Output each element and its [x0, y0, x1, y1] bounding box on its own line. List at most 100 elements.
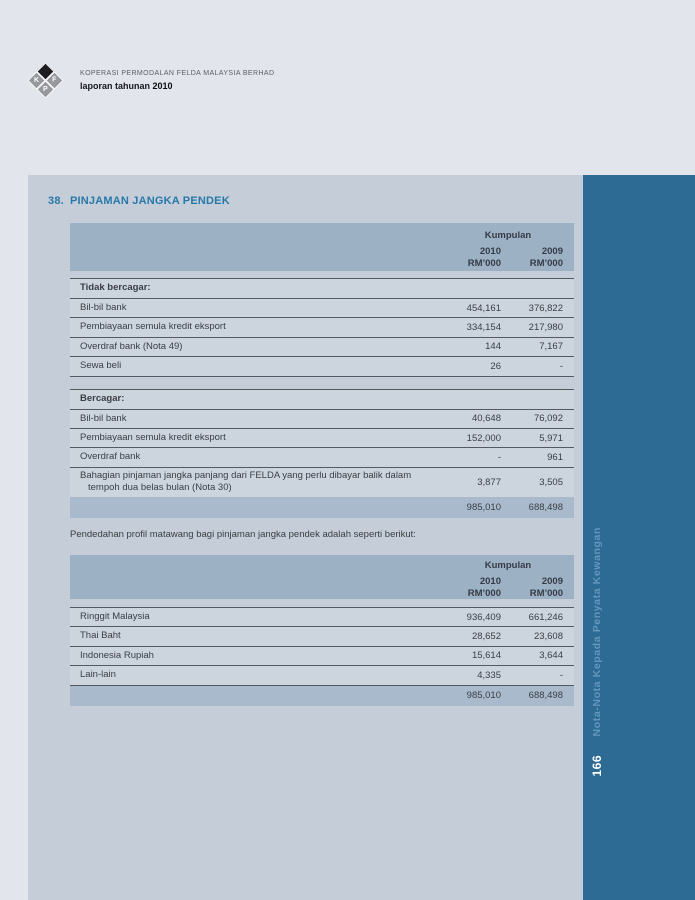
row-value-2010: 152,000 — [466, 432, 501, 444]
year-2009-label: 2009 — [541, 576, 563, 587]
unit-label: RM’000 — [467, 258, 501, 270]
table-total-row: 985,010 688,498 — [70, 684, 574, 706]
row-label-line1: Thai Baht — [80, 630, 121, 642]
row-label: Thai Baht — [80, 630, 429, 642]
row-value-2009: 376,822 — [528, 302, 563, 314]
row-label: Bahagian pinjaman jangka panjang dari FE… — [80, 470, 429, 495]
table-row: Pembiayaan semula kredit eksport 334,154 2… — [70, 317, 574, 337]
table-row: Lain-lain 4,335 - — [70, 665, 574, 685]
column-group-label: Kumpulan — [484, 560, 532, 571]
company-block: KOPERASI PERMODALAN FELDA MALAYSIA BERHA… — [80, 62, 274, 91]
row-value-2010: 3,877 — [477, 476, 501, 488]
row-label: Ringgit Malaysia — [80, 611, 429, 623]
row-label-line1: Overdraf bank (Nota 49) — [80, 340, 183, 352]
company-name: KOPERASI PERMODALAN FELDA MALAYSIA BERHA… — [80, 70, 275, 77]
row-value-2009: 3,505 — [539, 476, 563, 488]
table-row: Pembiayaan semula kredit eksport 152,000 5… — [70, 427, 574, 448]
table-header-columns: Kumpulan 2010 RM’000 2009 RM’000 — [429, 223, 563, 271]
row-value-2009: 961 — [547, 452, 563, 464]
total-value-2009: 688,498 — [528, 690, 563, 702]
row-label: Lain-lain — [80, 669, 429, 681]
table-body: Tidak bercagar: Bil-bil bank 454,161 376,82… — [70, 278, 574, 518]
row-value-2010: 40,648 — [471, 413, 501, 425]
row-label: Bil-bil bank — [80, 413, 429, 425]
row-value-2010: 15,614 — [471, 650, 501, 662]
unit-label: RM’000 — [467, 588, 501, 600]
row-label-line1: Ringgit Malaysia — [80, 611, 150, 623]
loans-table: Kumpulan 2010 RM’000 2009 RM’000 Tidak b… — [70, 223, 574, 518]
row-section-label: Bercagar: — [80, 392, 125, 404]
table-row: Overdraf bank (Nota 49) 144 7,167 — [70, 336, 574, 357]
row-label-line1: Bil-bil bank — [80, 302, 127, 314]
report-title: laporan tahunan 2010 — [80, 81, 274, 91]
year-2010-label: 2010 — [479, 576, 501, 587]
table-header-band: Kumpulan 2010 RM’000 2009 RM’000 — [70, 555, 574, 599]
row-label-line1: Pembiayaan semula kredit eksport — [80, 431, 226, 443]
row-label: Overdraf bank — [80, 451, 429, 463]
row-value-2009: 5,971 — [539, 432, 563, 444]
row-value-2010: 936,409 — [466, 611, 501, 623]
table-rule — [70, 375, 574, 377]
logo-letter-p: P — [43, 85, 48, 93]
row-label-line2: tempoh dua belas bulan (Nota 30) — [88, 482, 232, 494]
row-value-2009: - — [559, 360, 563, 372]
total-value-2010: 985,010 — [466, 690, 501, 702]
row-label: Pembiayaan semula kredit eksport — [80, 321, 429, 333]
column-header-2010: 2010 RM’000 — [429, 576, 501, 601]
unit-label: RM’000 — [529, 258, 563, 270]
row-label: Overdraf bank (Nota 49) — [80, 341, 429, 353]
table-row: Overdraf bank - 961 — [70, 447, 574, 467]
total-value-2009: 688,498 — [528, 501, 563, 513]
row-label-line1: Bil-bil bank — [80, 412, 127, 424]
sidebar-section-label: Nota-Nota Kepada Penyata Kewangan — [591, 526, 603, 736]
section-number: 38. — [48, 195, 64, 207]
side-tab: Nota-Nota Kepada Penyata Kewangan 166 — [583, 175, 695, 900]
table-row: Bahagian pinjaman jangka panjang dari FE… — [70, 466, 574, 497]
row-label-line1: Overdraf bank — [80, 451, 141, 463]
table-body: Ringgit Malaysia 936,409 661,246 Thai Baht 2… — [70, 607, 574, 706]
row-value-2010: 454,161 — [466, 302, 501, 314]
report-title-prefix: laporan tahunan — [80, 81, 153, 91]
row-section-label: Tidak bercagar: — [80, 282, 151, 294]
row-label-line1: Lain-lain — [80, 669, 116, 681]
row-label-line1: Sewa beli — [80, 360, 122, 372]
row-value-2010: 144 — [485, 341, 501, 353]
row-value-2009: 3,644 — [539, 650, 563, 662]
row-label-line1: Indonesia Rupiah — [80, 649, 154, 661]
row-value-2009: - — [559, 669, 563, 681]
section-title: 38. PINJAMAN JANGKA PENDEK — [48, 195, 230, 207]
row-value-2009: 7,167 — [539, 341, 563, 353]
row-label: Indonesia Rupiah — [80, 650, 429, 662]
row-label-line1: Pembiayaan semula kredit eksport — [80, 321, 226, 333]
column-header-2009: 2009 RM’000 — [501, 246, 563, 271]
table-row: Sewa beli 26 - — [70, 356, 574, 376]
row-label: Bil-bil bank — [80, 302, 429, 314]
row-value-2010: - — [497, 452, 501, 464]
row-label: Sewa beli — [80, 360, 429, 372]
year-2010-label: 2010 — [479, 246, 501, 257]
row-value-2009: 76,092 — [533, 413, 563, 425]
table-row: Bil-bil bank 454,161 376,822 — [70, 298, 574, 318]
total-value-2010: 985,010 — [466, 501, 501, 513]
table-row: Indonesia Rupiah 15,614 3,644 — [70, 645, 574, 666]
content-panel: 38. PINJAMAN JANGKA PENDEK Kumpulan 2010… — [28, 175, 583, 900]
table-row: Bil-bil bank 40,648 76,092 — [70, 408, 574, 428]
table-header-columns: Kumpulan 2010 RM’000 2009 RM’000 — [429, 555, 563, 599]
column-header-2010: 2010 RM’000 — [429, 246, 501, 271]
row-label: Pembiayaan semula kredit eksport — [80, 432, 429, 444]
kpf-logo: K F P — [26, 62, 66, 104]
row-value-2009: 661,246 — [528, 611, 563, 623]
row-value-2010: 334,154 — [466, 322, 501, 334]
table-row: Ringgit Malaysia 936,409 661,246 — [70, 607, 574, 627]
document-header: K F P KOPERASI PERMODALAN FELDA MALAYSIA… — [26, 62, 274, 104]
currency-table: Kumpulan 2010 RM’000 2009 RM’000 Ringgit… — [70, 555, 574, 706]
year-2009-label: 2009 — [541, 246, 563, 257]
table-row: Bercagar: — [70, 388, 574, 409]
unit-label: RM’000 — [529, 588, 563, 600]
row-value-2010: 4,335 — [477, 669, 501, 681]
table-gap — [70, 377, 574, 389]
page-number: 166 — [590, 755, 604, 777]
table-row: Tidak bercagar: — [70, 278, 574, 298]
row-value-2010: 28,652 — [471, 631, 501, 643]
table-row: Thai Baht 28,652 23,608 — [70, 626, 574, 646]
